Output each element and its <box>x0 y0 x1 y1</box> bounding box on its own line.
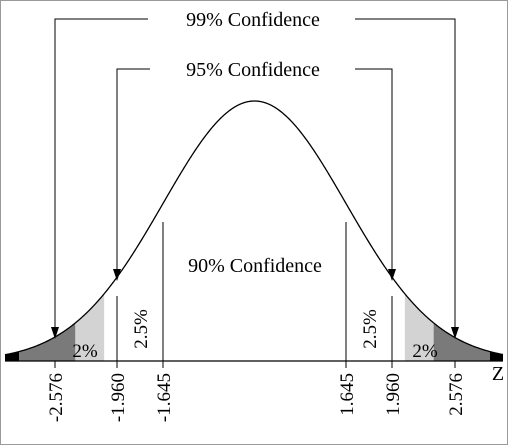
conf99-left-bracket <box>54 18 148 334</box>
conf95-right-bracket <box>355 68 393 276</box>
bell-curve <box>4 100 504 356</box>
conf90-label: 90% Confidence <box>188 255 322 277</box>
right-two-percent-label: 2% <box>412 341 438 362</box>
tick-label-neg-1960: -1.960 <box>108 373 129 422</box>
tick-label-neg-2576: -2.576 <box>46 373 67 422</box>
right-inner-tail-region <box>404 293 434 361</box>
conf95-label: 95% Confidence <box>186 59 320 81</box>
left-two-percent-label: 2% <box>72 341 98 362</box>
left-middle-tail-region <box>19 322 76 361</box>
tick-label-neg-1645: -1.645 <box>154 373 175 422</box>
right-middle-tail-region <box>433 322 490 361</box>
conf99-label: 99% Confidence <box>186 9 320 31</box>
z-axis-label: Z <box>492 363 504 385</box>
conf95-left-arrowhead <box>113 269 121 281</box>
conf95-left-bracket <box>116 68 150 276</box>
conf99-left-arrowhead <box>51 327 59 339</box>
conf99-right-arrowhead <box>451 327 459 339</box>
conf99-right-bracket <box>355 18 456 334</box>
tick-label-pos-1960: 1.960 <box>383 373 404 416</box>
right-two-five-percent-label: 2.5% <box>360 309 381 349</box>
conf95-right-arrowhead <box>388 269 396 281</box>
left-outer-tail-region <box>5 351 20 361</box>
left-inner-tail-region <box>75 293 105 361</box>
tick-label-pos-2576: 2.576 <box>446 373 467 416</box>
left-two-five-percent-label: 2.5% <box>131 309 152 349</box>
tick-label-pos-1645: 1.645 <box>337 373 358 416</box>
